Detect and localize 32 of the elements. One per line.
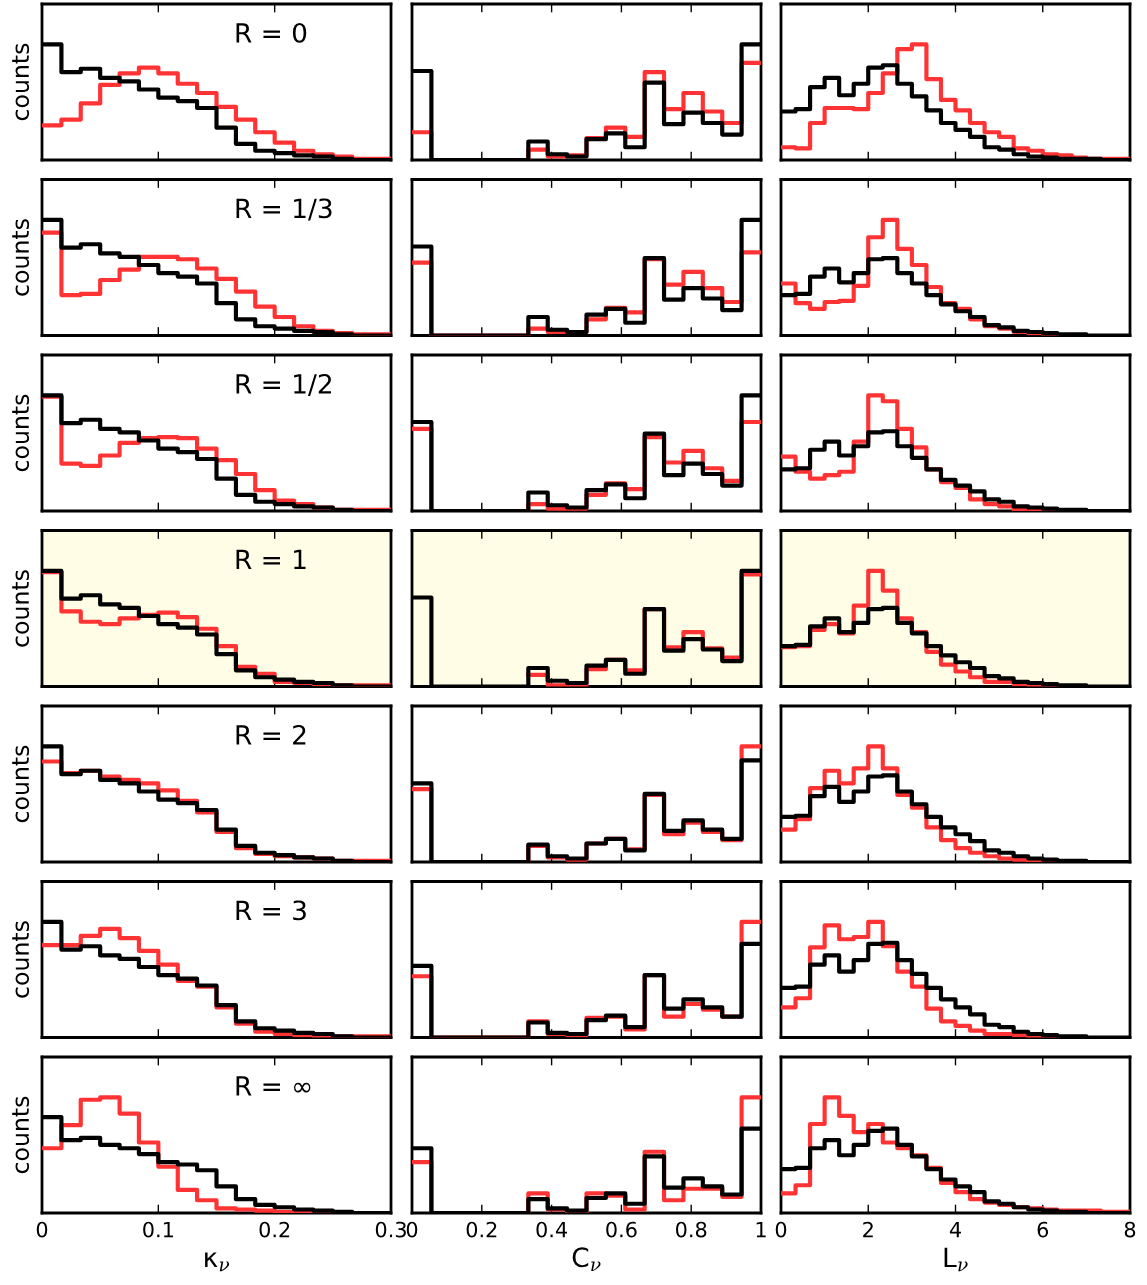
x-axis-title: κ$_{ν}$ xyxy=(205,1252,230,1272)
x-tick-label: 0.3 xyxy=(375,1221,406,1238)
y-axis-title: counts xyxy=(12,394,30,472)
text: R = ∞ xyxy=(236,1076,311,1096)
x-axis-title: L$_{ν}$ xyxy=(944,1247,968,1272)
x-tick-label: 0.8 xyxy=(676,1221,707,1238)
y-axis-title: counts xyxy=(12,43,30,121)
text: R = 0 xyxy=(236,22,307,43)
y-axis-title: counts xyxy=(12,219,30,296)
y-axis-title: counts xyxy=(12,570,30,647)
text: R = 2 xyxy=(236,724,306,745)
x-tick-label: 0 xyxy=(36,1221,48,1238)
x-tick-label: 0 xyxy=(775,1221,787,1238)
x-tick-label: 0.1 xyxy=(143,1221,173,1238)
annotation: R = 1/3 xyxy=(236,198,332,221)
x-tick-label: 2 xyxy=(863,1221,873,1238)
text: R = 3 xyxy=(236,900,306,921)
x-tick-label: 4 xyxy=(949,1221,961,1238)
y-axis-title: counts xyxy=(12,745,30,823)
x-tick-label: 8 xyxy=(1124,1221,1136,1238)
x-tick-label: 1 xyxy=(756,1221,766,1238)
x-axis-title: C$_{ν}$ xyxy=(572,1247,601,1272)
x-tick-label: 0.2 xyxy=(466,1221,497,1238)
y-axis-title: counts xyxy=(12,1096,30,1174)
y-axis-title: counts xyxy=(12,921,30,998)
x-tick-label: 0.6 xyxy=(606,1221,637,1238)
x-tick-label: 6 xyxy=(1037,1221,1049,1238)
text: R = 1 xyxy=(236,549,306,569)
x-tick-label: 0.2 xyxy=(259,1221,290,1238)
x-tick-label: 0 xyxy=(406,1221,418,1238)
x-tick-label: 0.4 xyxy=(536,1221,567,1238)
annotation: R = 1/2 xyxy=(236,373,331,396)
